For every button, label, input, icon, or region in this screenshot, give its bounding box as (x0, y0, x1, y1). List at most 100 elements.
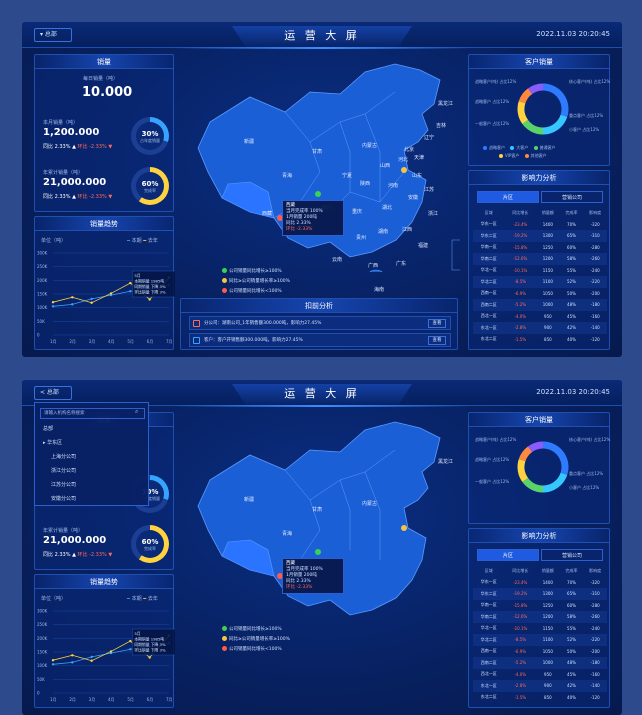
map-region-xizang[interactable] (221, 181, 275, 219)
table-row[interactable]: 华南二区 -12.6% 1200 58% -260 (473, 253, 607, 265)
tab-company[interactable]: 营销公司 (541, 549, 603, 561)
sales-title: 销量 (35, 55, 173, 69)
prov-qinghai: 青海 (282, 531, 293, 537)
y-tick-label: 100K (37, 663, 48, 668)
analysis-title: 影响力分析 (469, 171, 609, 185)
table-row[interactable]: 华北二区 -8.5% 1100 52% -220 (473, 634, 607, 646)
table-row[interactable]: 华东二区 -19.2% 1300 65% -310 (473, 230, 607, 242)
data-point[interactable] (90, 655, 93, 659)
dropdown-item[interactable]: 安徽分公司 (51, 496, 77, 502)
donut-slice[interactable] (522, 119, 544, 135)
data-point[interactable] (129, 648, 132, 651)
data-point[interactable] (109, 293, 113, 297)
donut-slice[interactable] (542, 441, 569, 475)
table-row[interactable]: 西南二区 -5.2% 1000 48% -180 (473, 299, 607, 311)
table-row[interactable]: 东北一区 -2.8% 900 42% -140 (473, 322, 607, 334)
data-point[interactable] (90, 301, 93, 304)
map-marker-red[interactable] (277, 573, 283, 579)
map-marker-yellow[interactable] (401, 167, 407, 173)
table-row[interactable]: 西南二区 -5.2% 1000 48% -180 (473, 657, 607, 669)
donut-slice[interactable] (528, 441, 544, 453)
legend-item: VIP客户 (505, 153, 520, 158)
year-ring: 60% 完成率 (131, 167, 169, 205)
search-icon[interactable]: ⌕ (135, 408, 139, 415)
table-row[interactable]: 华北一区 -10.1% 1150 55% -240 (480, 625, 600, 631)
data-point[interactable] (90, 659, 93, 662)
table-row[interactable]: 东北一区 -2.8% 900 42% -140 (473, 680, 607, 692)
data-point[interactable] (148, 298, 151, 301)
y-tick-label: 0 (37, 333, 40, 338)
table-row[interactable]: 华东一区 -23.4% 1400 70% -320 (480, 579, 600, 585)
dropdown-item[interactable]: 上海分公司 (51, 454, 77, 460)
month-ring-sub: 占年度销量 (140, 138, 160, 143)
trend-title: 销量趋势 (35, 217, 173, 231)
table-row[interactable]: 西北一区 -4.0% 950 45% -160 (480, 671, 600, 677)
data-point[interactable] (129, 281, 132, 285)
dropdown-item[interactable]: 总部 (43, 426, 54, 432)
map-marker-red[interactable] (277, 215, 283, 221)
donut-slice[interactable] (517, 101, 529, 124)
org-search-input[interactable]: 请输入机构名称搜索 (40, 408, 145, 419)
org-selector[interactable]: ▾ 总部 (34, 28, 72, 42)
x-tick-label: 6月 (147, 339, 154, 344)
table-row[interactable]: 华北二区 -8.5% 1100 52% -220 (473, 276, 607, 288)
data-point[interactable] (109, 650, 113, 653)
table-row[interactable]: 华南二区 -12.6% 1200 58% -260 (473, 611, 607, 623)
data-point[interactable] (51, 663, 55, 666)
table-row[interactable]: 华东一区 -23.4% 1400 70% -320 (480, 221, 600, 227)
table-row[interactable]: 西南一区 -6.9% 1050 50% -200 (480, 648, 600, 654)
map-marker-yellow[interactable] (401, 525, 407, 531)
year-value: 21,000.000 (43, 535, 107, 546)
data-point[interactable] (51, 659, 55, 662)
table-row[interactable]: 华东二区 -19.2% 1300 65% -310 (473, 588, 607, 600)
prov-shanxi: 山西 (380, 163, 391, 169)
table-row[interactable]: 华南一区 -15.8% 1250 60% -280 (480, 602, 600, 608)
donut-slice[interactable] (522, 477, 544, 493)
map-legend-3: 公司销量同比增长<100% (222, 288, 282, 294)
tab-region[interactable]: 片区 (477, 549, 539, 561)
map-region-xizang[interactable] (221, 539, 275, 577)
view-button[interactable]: 查看 (428, 336, 446, 345)
data-point[interactable] (71, 296, 74, 299)
table-row[interactable]: 西北一区 -4.0% 950 45% -160 (480, 313, 600, 319)
customer-icon (193, 337, 200, 344)
data-point[interactable] (109, 292, 113, 295)
donut-slice[interactable] (542, 114, 568, 135)
prov-xinjiang: 新疆 (244, 139, 255, 145)
map-marker-green[interactable] (315, 191, 321, 197)
view-button[interactable]: 查看 (428, 319, 446, 328)
donut-slice[interactable] (528, 83, 544, 95)
data-point[interactable] (71, 654, 74, 657)
table-row[interactable]: 华南一区 -15.8% 1250 60% -280 (480, 244, 600, 250)
table-row[interactable]: 东北二区 -1.5% 850 40% -120 (480, 336, 600, 342)
map-marker-green[interactable] (315, 549, 321, 555)
prov-hunan: 湖南 (378, 229, 389, 235)
tab-company[interactable]: 营销公司 (541, 191, 603, 203)
trend-panel: 销量趋势 单位（吨） ━ 本期 ━ 去年 300K 250K 200K 150K 100… (34, 216, 175, 350)
data-point[interactable] (129, 290, 132, 293)
donut-slice[interactable] (518, 88, 533, 104)
map-legend-3: 公司销量同比增长<100% (222, 646, 282, 652)
tab-region[interactable]: 片区 (477, 191, 539, 203)
dropdown-item[interactable]: ▸ 华东区 (43, 440, 63, 446)
x-tick-label: 4月 (108, 339, 115, 344)
data-point[interactable] (51, 301, 55, 304)
data-point[interactable] (148, 656, 151, 659)
table-row[interactable]: 东北二区 -1.5% 850 40% -120 (480, 694, 600, 700)
x-tick-label: 7月 (166, 339, 173, 344)
org-selector[interactable]: < 总部 (34, 386, 72, 400)
x-tick-label: 3月 (89, 339, 96, 344)
dropdown-item[interactable]: 浙江分公司 (51, 468, 77, 474)
data-point[interactable] (51, 305, 55, 308)
donut-slice[interactable] (542, 472, 568, 493)
data-point[interactable] (71, 661, 74, 664)
donut-slice[interactable] (518, 446, 533, 462)
donut-slice[interactable] (517, 459, 529, 482)
data-point[interactable] (71, 303, 74, 306)
donut-slice[interactable] (542, 83, 569, 117)
table-row[interactable]: 华北一区 -10.1% 1150 55% -240 (480, 267, 600, 273)
dropdown-item[interactable]: 江苏分公司 (51, 482, 77, 488)
data-point[interactable] (90, 297, 93, 301)
analysis-table: 区域 同比增长 销量额 完成率 影响度 华东一区 -23.4% 1400 70% -320 华东二… (473, 565, 607, 703)
table-row[interactable]: 西南一区 -6.9% 1050 50% -200 (480, 290, 600, 296)
